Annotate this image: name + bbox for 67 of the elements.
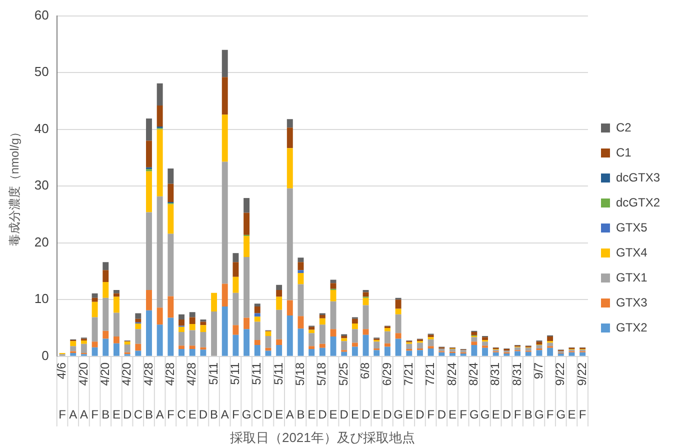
y-tick-label: 20 bbox=[34, 234, 49, 250]
x-tick-label: E bbox=[112, 408, 120, 422]
y-axis-title: 毒成分濃度（nmol/g） bbox=[8, 126, 22, 246]
category-label: D 5/25 bbox=[336, 362, 350, 422]
category-label: D 5/18 bbox=[314, 362, 329, 422]
category-label: E 4/28 bbox=[184, 362, 199, 422]
x-tick-label: E bbox=[308, 408, 316, 422]
category-label: G 8/24 bbox=[466, 362, 480, 422]
category-label: E 8/24 bbox=[444, 362, 459, 422]
category-label: F 4/28 bbox=[162, 362, 177, 422]
legend-label: C2 bbox=[616, 120, 632, 134]
legend-label: GTX5 bbox=[616, 220, 648, 234]
x-tick-label: E bbox=[329, 408, 338, 422]
x-tick-label: A bbox=[286, 408, 294, 422]
category-label: B 5/11 bbox=[206, 362, 220, 422]
y-tick-label: 40 bbox=[34, 120, 49, 136]
legend-label: dcGTX2 bbox=[616, 195, 660, 210]
category-label: G 9/7 bbox=[532, 362, 546, 422]
x-tick-label: C bbox=[177, 408, 186, 422]
y-tick-label: 50 bbox=[34, 64, 49, 80]
category-label: D 6/29 bbox=[380, 362, 394, 422]
x-tick-label: D bbox=[437, 408, 446, 422]
x-tick-label: B bbox=[524, 408, 532, 422]
x-tick-label: D bbox=[198, 408, 208, 422]
category-label: E 8/31 bbox=[488, 362, 502, 422]
x-tick-label: G bbox=[480, 408, 490, 422]
category-label: G 9/22 bbox=[553, 362, 568, 422]
legend-label: GTX4 bbox=[616, 245, 648, 260]
x-tick-label: A bbox=[220, 408, 229, 422]
x-tick-label: D bbox=[416, 408, 425, 422]
category-label: F 5/11 bbox=[228, 362, 242, 422]
category-label: F 4/6 bbox=[54, 362, 69, 422]
category-label: A 4/20 bbox=[76, 362, 90, 422]
x-tick-label: G bbox=[394, 408, 403, 422]
category-label: B 4/28 bbox=[141, 362, 156, 422]
x-tick-label: G bbox=[242, 408, 252, 422]
category-label: F 9/22 bbox=[574, 362, 589, 422]
legend-label: GTX2 bbox=[616, 320, 648, 334]
legend-label: GTX3 bbox=[616, 295, 648, 310]
category-label: E 7/21 bbox=[401, 362, 416, 422]
y-tick-label: 10 bbox=[34, 291, 49, 306]
x-tick-label: F bbox=[546, 408, 554, 422]
y-tick-label: 60 bbox=[34, 7, 49, 22]
category-label: E 5/11 bbox=[271, 362, 286, 422]
x-tick-label: E bbox=[568, 408, 576, 422]
category-label: B 4/20 bbox=[98, 362, 112, 422]
legend-label: dcGTX3 bbox=[616, 170, 660, 184]
category-label: C 5/11 bbox=[250, 362, 264, 422]
category-label: F 8/31 bbox=[510, 362, 524, 422]
legend-label: GTX1 bbox=[616, 270, 648, 284]
x-tick-label: D bbox=[502, 408, 512, 422]
category-label: B 5/18 bbox=[293, 362, 308, 422]
category-label: F 7/21 bbox=[423, 362, 438, 422]
x-tick-label: D bbox=[264, 408, 273, 422]
legend-label: C1 bbox=[616, 145, 632, 160]
x-tick-label: E bbox=[372, 408, 381, 422]
x-tick-label: E bbox=[350, 408, 359, 422]
y-tick-label: 0 bbox=[42, 348, 49, 363]
x-tick-label: A bbox=[69, 408, 78, 422]
category-label: D 4/20 bbox=[120, 362, 134, 422]
x-axis-title: 採取日（2021年）及び採取地点 bbox=[230, 430, 415, 445]
category-label: D 6/8 bbox=[358, 362, 372, 422]
y-tick-label: 30 bbox=[34, 178, 49, 193]
x-tick-label: C bbox=[134, 408, 143, 422]
x-tick-label: F bbox=[460, 408, 468, 422]
x-tick-label: A bbox=[156, 408, 164, 422]
x-tick-label: F bbox=[91, 408, 98, 422]
